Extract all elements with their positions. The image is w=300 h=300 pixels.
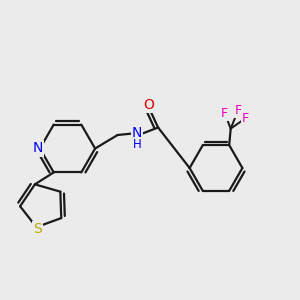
Text: S: S: [34, 222, 42, 236]
Text: F: F: [221, 106, 228, 119]
Text: F: F: [242, 112, 249, 124]
Text: H: H: [133, 137, 142, 151]
Text: O: O: [144, 98, 154, 112]
Text: N: N: [32, 142, 43, 155]
Text: F: F: [235, 103, 242, 116]
Text: N: N: [132, 127, 142, 140]
